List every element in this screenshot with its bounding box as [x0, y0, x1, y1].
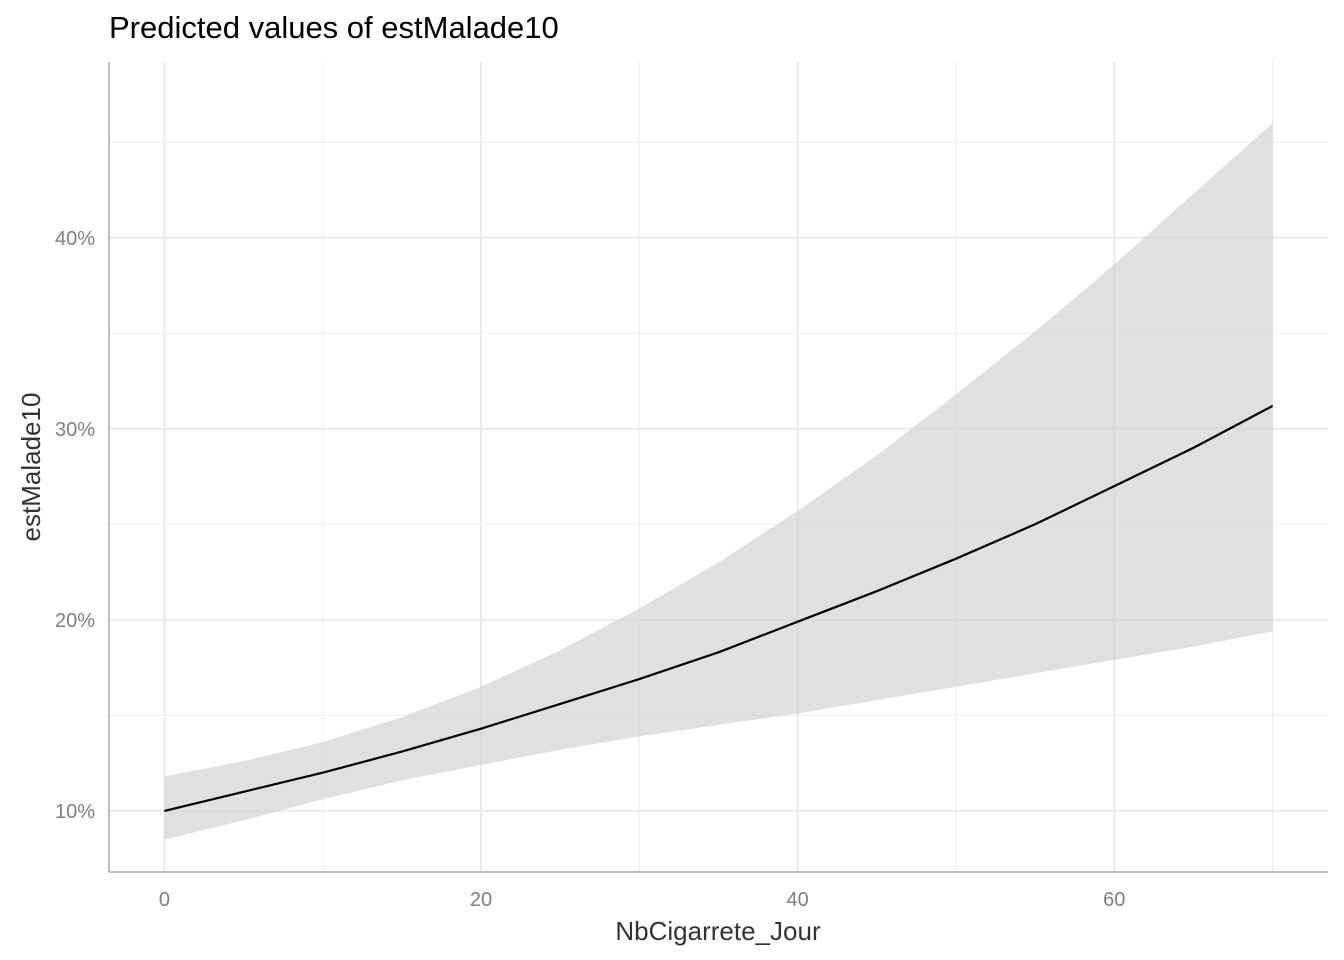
x-tick-label: 40: [787, 889, 809, 911]
y-tick-label: 20%: [55, 610, 95, 632]
y-tick-label: 40%: [55, 228, 95, 250]
y-tick-label: 30%: [55, 419, 95, 441]
x-tick-label: 60: [1103, 889, 1125, 911]
x-tick-label: 20: [470, 889, 492, 911]
prediction-line-layer: [164, 404, 1274, 812]
x-tick-labels: 0 20 40 60: [159, 889, 1126, 911]
confidence-band: [164, 123, 1273, 840]
x-axis-title: NbCigarrete_Jour: [615, 916, 821, 946]
prediction-line: [164, 404, 1274, 812]
x-tick-label: 0: [159, 889, 170, 911]
y-tick-labels: 10% 20% 30% 40%: [55, 228, 95, 823]
y-axis-title: estMalade10: [16, 393, 46, 542]
chart-title: Predicted values of estMalade10: [109, 10, 559, 45]
y-tick-label: 10%: [55, 801, 95, 823]
confidence-band-layer: [164, 123, 1273, 840]
axes-layer: [108, 62, 1328, 873]
